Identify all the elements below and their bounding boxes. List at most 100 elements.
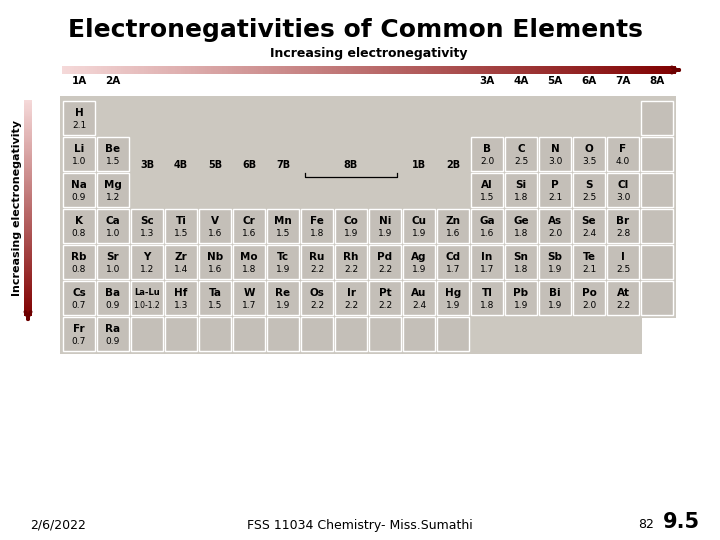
Bar xyxy=(24,133,32,134)
Bar xyxy=(115,66,117,74)
Bar xyxy=(301,209,333,243)
Bar xyxy=(236,66,238,74)
Bar xyxy=(514,66,516,74)
Bar xyxy=(267,281,299,315)
Bar xyxy=(494,66,496,74)
Bar xyxy=(668,66,670,74)
Bar xyxy=(359,66,361,74)
Bar xyxy=(24,238,32,239)
Bar xyxy=(24,263,32,264)
Bar xyxy=(24,142,32,143)
Bar xyxy=(24,251,32,252)
Bar xyxy=(165,281,197,315)
Bar xyxy=(107,66,109,74)
Bar xyxy=(590,66,592,74)
Bar xyxy=(24,103,32,104)
Bar xyxy=(375,66,377,74)
Bar xyxy=(486,66,487,74)
Bar xyxy=(24,300,32,301)
Bar xyxy=(670,66,672,74)
Bar xyxy=(641,209,673,243)
Bar xyxy=(24,204,32,205)
Bar xyxy=(437,209,469,243)
Text: 1.0: 1.0 xyxy=(106,266,120,274)
Bar xyxy=(304,66,305,74)
Bar xyxy=(267,209,299,243)
Bar xyxy=(24,205,32,206)
Bar xyxy=(24,224,32,225)
Bar xyxy=(24,253,32,254)
Bar xyxy=(24,265,32,266)
Text: 1.6: 1.6 xyxy=(208,266,222,274)
Bar xyxy=(117,66,120,74)
Text: 2.0: 2.0 xyxy=(582,301,596,310)
Bar xyxy=(24,132,32,133)
Bar xyxy=(24,184,32,185)
Bar xyxy=(24,101,32,102)
Bar xyxy=(24,174,32,176)
Text: Mg: Mg xyxy=(104,180,122,190)
Text: Nb: Nb xyxy=(207,252,223,261)
Bar xyxy=(24,250,32,251)
Bar xyxy=(24,245,32,246)
Bar xyxy=(193,66,195,74)
Text: 6A: 6A xyxy=(581,76,597,86)
Bar xyxy=(24,214,32,215)
Bar xyxy=(281,66,283,74)
Bar xyxy=(24,179,32,180)
Text: 1.9: 1.9 xyxy=(446,301,460,310)
Bar xyxy=(649,66,652,74)
Bar xyxy=(63,317,95,351)
Bar xyxy=(60,96,642,354)
Bar xyxy=(573,245,605,279)
Text: 1.5: 1.5 xyxy=(174,230,188,239)
Bar xyxy=(631,66,633,74)
Text: Ru: Ru xyxy=(310,252,325,261)
Bar xyxy=(418,66,420,74)
Text: Sb: Sb xyxy=(547,252,562,261)
Text: 1B: 1B xyxy=(412,160,426,170)
Bar xyxy=(543,66,545,74)
Bar xyxy=(314,66,316,74)
Bar xyxy=(24,185,32,186)
Bar xyxy=(24,264,32,265)
Bar xyxy=(24,284,32,285)
Bar xyxy=(539,281,571,315)
Text: Tl: Tl xyxy=(482,288,492,298)
Bar xyxy=(123,66,125,74)
Text: Hg: Hg xyxy=(445,288,461,298)
Bar xyxy=(24,146,32,147)
Bar xyxy=(213,66,215,74)
Text: 1.6: 1.6 xyxy=(208,230,222,239)
Bar xyxy=(78,66,81,74)
Bar xyxy=(24,208,32,209)
Bar xyxy=(641,281,673,315)
Bar xyxy=(24,111,32,112)
Text: Ge: Ge xyxy=(513,215,528,226)
Bar xyxy=(24,157,32,158)
Bar xyxy=(165,209,197,243)
Bar xyxy=(505,245,537,279)
Bar xyxy=(24,206,32,207)
Bar xyxy=(24,125,32,126)
Bar xyxy=(24,281,32,282)
Text: 3.0: 3.0 xyxy=(616,193,630,202)
Bar xyxy=(24,199,32,200)
Text: 1.9: 1.9 xyxy=(548,266,562,274)
Bar xyxy=(24,301,32,302)
Bar xyxy=(600,66,603,74)
Bar xyxy=(24,191,32,192)
Bar xyxy=(449,66,451,74)
Bar xyxy=(24,310,32,312)
Bar xyxy=(96,66,99,74)
Bar xyxy=(674,66,676,74)
Text: 0.8: 0.8 xyxy=(72,266,86,274)
Text: 5B: 5B xyxy=(208,160,222,170)
Text: Re: Re xyxy=(276,288,291,298)
Bar xyxy=(672,66,674,74)
Text: Ba: Ba xyxy=(105,288,120,298)
Bar xyxy=(334,66,336,74)
Bar xyxy=(629,66,631,74)
Bar xyxy=(341,66,343,74)
Bar xyxy=(24,120,32,122)
